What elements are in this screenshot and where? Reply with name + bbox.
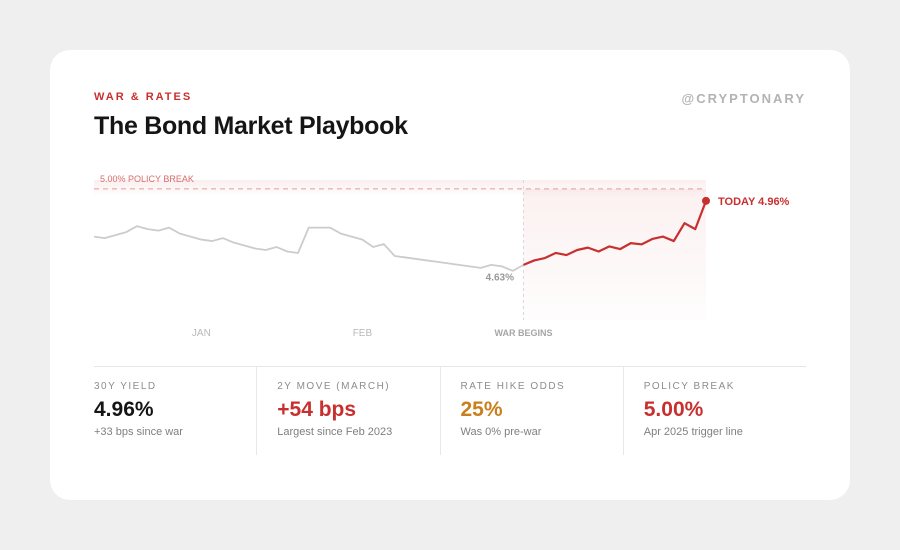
stat-subtext: Was 0% pre-war [460,426,542,438]
stat-value: 4.96% [94,398,154,421]
stat-subtext: Apr 2025 trigger line [643,426,743,438]
stat-policy-break: POLICY BREAK 5.00% Apr 2025 trigger line [622,367,806,455]
stats-row: 30Y YIELD 4.96% +33 bps since war 2Y MOV… [94,366,806,455]
stat-30y-yield: 30Y YIELD 4.96% +33 bps since war [94,367,256,455]
policy-break-label: 5.00% POLICY BREAK [100,174,194,184]
stat-2y-move: 2Y MOVE (MARCH) +54 bps Largest since Fe… [256,367,439,455]
series-post-war [523,200,708,266]
stat-value: 5.00% [643,398,704,421]
month-label-feb: FEB [353,328,373,339]
stat-label: 2Y MOVE (MARCH) [277,381,391,392]
low-value-label: 4.63% [486,272,514,283]
stat-label: POLICY BREAK [643,381,735,392]
war-begins-label: WAR BEGINS [494,328,552,338]
yield-line-chart: 5.00% POLICY BREAK TODAY 4.96% 4.63% JAN… [93,174,790,339]
stat-label: RATE HIKE ODDS [460,381,566,392]
stat-label: 30Y YIELD [94,381,157,392]
chart-title: The Bond Market Playbook [94,112,408,140]
today-marker [702,196,710,205]
chart-card: WAR & RATES @CRYPTONARY The Bond Market … [50,50,850,500]
author-handle: @CRYPTONARY [681,91,806,106]
stat-rate-hike-odds: RATE HIKE ODDS 25% Was 0% pre-war [439,367,623,455]
stat-value: +54 bps [277,398,357,421]
eyebrow-label: WAR & RATES [94,91,193,103]
month-label-jan: JAN [192,328,211,339]
today-label: TODAY 4.96% [718,196,790,208]
stat-value: 25% [460,398,503,421]
stat-subtext: +33 bps since war [94,426,183,438]
series-pre-war [93,225,524,272]
stat-subtext: Largest since Feb 2023 [277,426,393,438]
